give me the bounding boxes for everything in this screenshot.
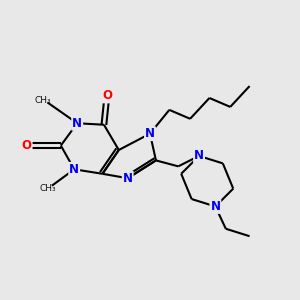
- Text: N: N: [123, 172, 133, 185]
- Text: N: N: [69, 163, 79, 176]
- Text: O: O: [102, 89, 112, 102]
- Text: O: O: [22, 139, 32, 152]
- Text: N: N: [72, 117, 82, 130]
- Text: N: N: [145, 127, 155, 140]
- Text: N: N: [210, 200, 220, 213]
- Text: CH₃: CH₃: [35, 96, 51, 105]
- Text: CH₃: CH₃: [39, 184, 56, 193]
- Text: N: N: [194, 149, 204, 162]
